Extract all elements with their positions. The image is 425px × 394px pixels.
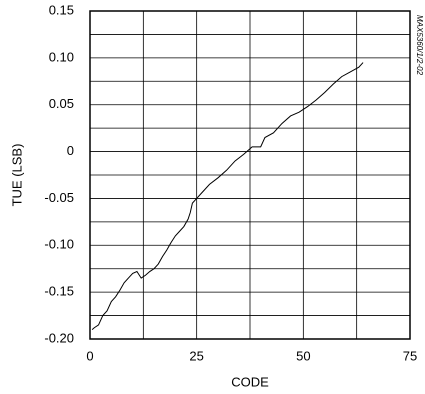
y-tick-label: 0.10 — [49, 49, 74, 64]
figure-id: MAX5360/1/2-02 — [415, 15, 424, 76]
x-tick-label: 75 — [403, 348, 417, 363]
y-axis-label: TUE (LSB) — [9, 144, 24, 207]
x-tick-label: 25 — [189, 348, 203, 363]
y-tick-label: -0.20 — [44, 330, 74, 345]
x-tick-label: 50 — [296, 348, 310, 363]
y-tick-label: 0 — [67, 143, 74, 158]
x-axis-label: CODE — [231, 374, 269, 389]
y-tick-label: -0.05 — [44, 190, 74, 205]
plot-frame — [89, 10, 411, 340]
data-line — [91, 62, 364, 331]
x-tick-label: 0 — [86, 348, 93, 363]
y-tick-label: -0.15 — [44, 284, 74, 299]
y-tick-label: 0.15 — [49, 2, 74, 17]
y-tick-label: -0.10 — [44, 237, 74, 252]
y-tick-label: 0.05 — [49, 96, 74, 111]
